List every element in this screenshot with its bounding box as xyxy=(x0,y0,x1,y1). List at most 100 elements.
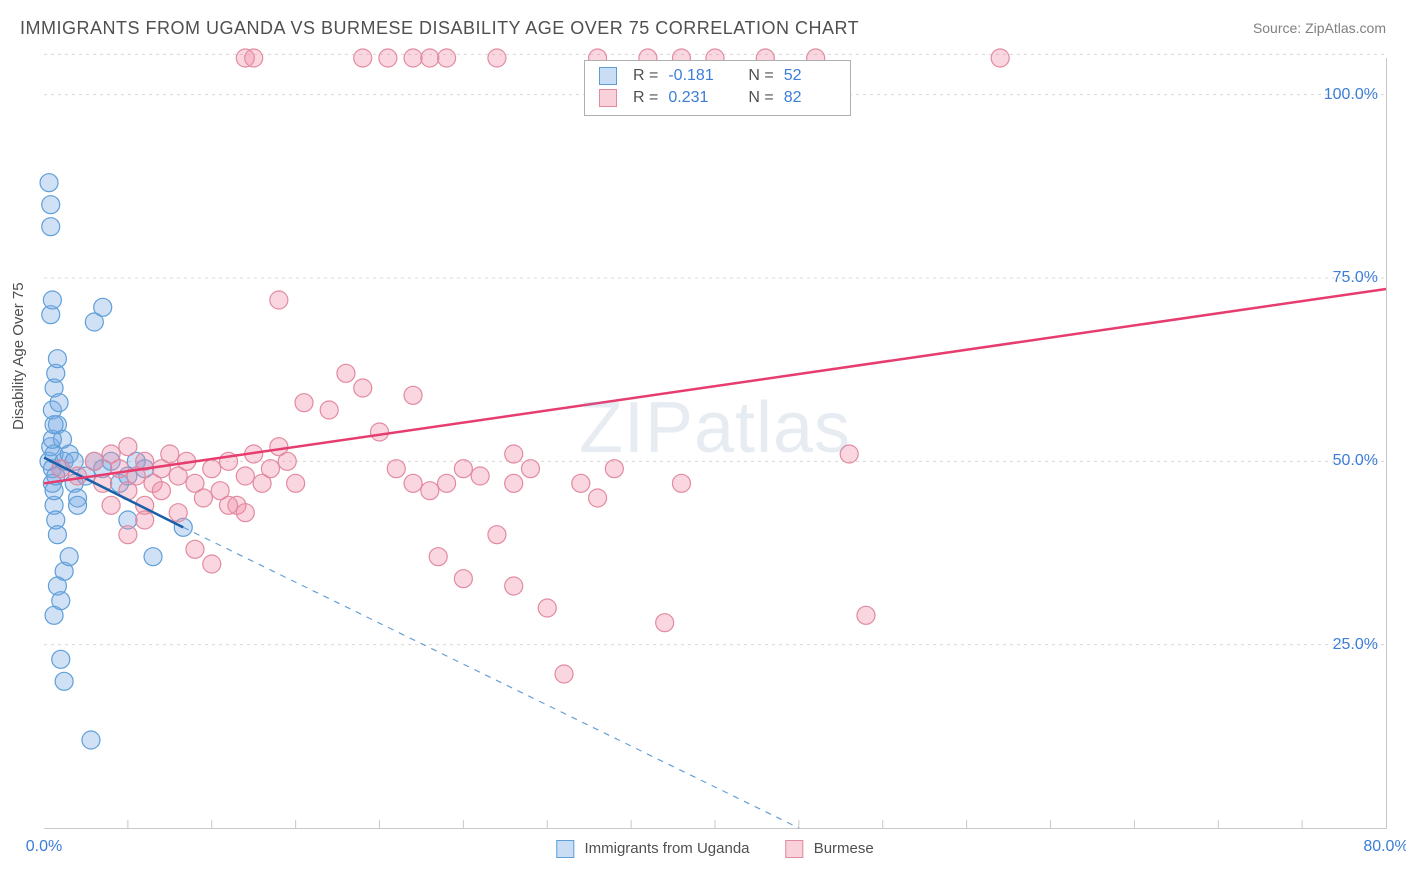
data-point xyxy=(488,526,506,544)
legend-row-burmese: R = 0.231 N = 82 xyxy=(599,87,836,109)
data-point xyxy=(438,49,456,67)
data-point xyxy=(354,379,372,397)
data-point xyxy=(379,49,397,67)
data-point xyxy=(194,489,212,507)
data-point xyxy=(119,526,137,544)
y-tick-label: 100.0% xyxy=(1324,86,1378,104)
y-tick-label: 75.0% xyxy=(1333,269,1378,287)
data-point xyxy=(538,599,556,617)
data-point xyxy=(672,474,690,492)
source-attribution: Source: ZipAtlas.com xyxy=(1253,20,1386,36)
legend-row-uganda: R = -0.181 N = 52 xyxy=(599,65,836,87)
r-label: R = xyxy=(633,87,658,109)
data-point xyxy=(220,496,238,514)
data-point xyxy=(471,467,489,485)
n-value-uganda: 52 xyxy=(784,65,836,87)
data-point xyxy=(69,467,87,485)
legend-label-burmese: Burmese xyxy=(814,840,874,857)
data-point xyxy=(85,452,103,470)
data-point xyxy=(371,423,389,441)
data-point xyxy=(404,49,422,67)
data-point xyxy=(43,291,61,309)
x-axis-legend: Immigrants from Uganda Burmese xyxy=(556,840,873,858)
data-point xyxy=(421,482,439,500)
data-point xyxy=(52,650,70,668)
data-point xyxy=(429,548,447,566)
x-tick-label: 0.0% xyxy=(26,838,62,856)
data-point xyxy=(270,291,288,309)
data-point xyxy=(161,445,179,463)
data-point xyxy=(295,394,313,412)
n-label: N = xyxy=(748,87,773,109)
data-point xyxy=(245,49,263,67)
data-point xyxy=(55,672,73,690)
data-point xyxy=(840,445,858,463)
data-point xyxy=(454,570,472,588)
legend-item-uganda: Immigrants from Uganda xyxy=(556,840,749,858)
r-label: R = xyxy=(633,65,658,87)
data-point xyxy=(136,511,154,529)
data-point xyxy=(404,474,422,492)
data-point xyxy=(589,489,607,507)
data-point xyxy=(48,577,66,595)
data-point xyxy=(857,606,875,624)
data-point xyxy=(572,474,590,492)
data-point xyxy=(82,731,100,749)
data-point xyxy=(48,350,66,368)
data-point xyxy=(261,460,279,478)
regression-line xyxy=(44,289,1386,483)
data-point xyxy=(45,606,63,624)
data-point xyxy=(278,452,296,470)
data-point xyxy=(186,540,204,558)
chart-title: IMMIGRANTS FROM UGANDA VS BURMESE DISABI… xyxy=(20,18,859,38)
x-tick-label: 80.0% xyxy=(1363,838,1406,856)
y-axis-label: Disability Age Over 75 xyxy=(10,282,27,430)
n-label: N = xyxy=(748,65,773,87)
data-point xyxy=(69,496,87,514)
data-point xyxy=(505,577,523,595)
data-point xyxy=(605,460,623,478)
data-point xyxy=(555,665,573,683)
data-point xyxy=(991,49,1009,67)
data-point xyxy=(505,474,523,492)
data-point xyxy=(203,555,221,573)
data-point xyxy=(45,416,63,434)
data-point xyxy=(152,482,170,500)
legend-label-uganda: Immigrants from Uganda xyxy=(584,840,749,857)
data-point xyxy=(454,460,472,478)
data-point xyxy=(102,496,120,514)
data-point xyxy=(354,49,372,67)
data-point xyxy=(110,460,128,478)
data-point xyxy=(236,504,254,522)
data-point xyxy=(438,474,456,492)
data-point xyxy=(48,526,66,544)
legend-swatch-pink xyxy=(786,840,804,858)
data-point xyxy=(320,401,338,419)
correlation-legend: R = -0.181 N = 52 R = 0.231 N = 82 xyxy=(584,60,851,116)
data-point xyxy=(42,196,60,214)
legend-swatch-blue xyxy=(599,67,617,85)
n-value-burmese: 82 xyxy=(784,87,836,109)
legend-item-burmese: Burmese xyxy=(786,840,874,858)
data-point xyxy=(203,460,221,478)
data-point xyxy=(404,386,422,404)
data-point xyxy=(387,460,405,478)
data-point xyxy=(521,460,539,478)
data-point xyxy=(60,548,78,566)
data-point xyxy=(656,614,674,632)
data-point xyxy=(144,548,162,566)
data-point xyxy=(50,394,68,412)
data-point xyxy=(94,298,112,316)
data-point xyxy=(236,467,254,485)
y-tick-label: 25.0% xyxy=(1333,636,1378,654)
y-tick-label: 50.0% xyxy=(1333,452,1378,470)
r-value-uganda: -0.181 xyxy=(668,65,720,87)
data-point xyxy=(421,49,439,67)
data-point xyxy=(42,218,60,236)
data-point xyxy=(505,445,523,463)
legend-swatch-blue xyxy=(556,840,574,858)
data-point xyxy=(337,364,355,382)
scatter-plot: ZIPatlas R = -0.181 N = 52 R = 0.231 N =… xyxy=(44,58,1387,829)
data-point xyxy=(287,474,305,492)
r-value-burmese: 0.231 xyxy=(668,87,720,109)
